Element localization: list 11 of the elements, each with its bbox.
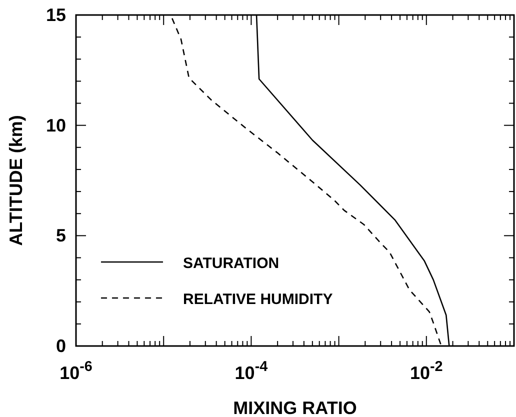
x-axis-title: MIXING RATIO — [233, 398, 357, 417]
y-tick-label: 15 — [46, 5, 66, 25]
legend-label: SATURATION — [183, 255, 280, 272]
x-tick-label: 10$^{-2}$ — [410, 359, 443, 383]
y-axis-title: ALTITUDE (km) — [6, 115, 26, 246]
legend-label: RELATIVE HUMIDITY — [183, 291, 333, 308]
y-tick-label: 10 — [46, 115, 66, 136]
y-tick-label: 5 — [56, 226, 66, 246]
x-tick-label: 10$^{-6}$ — [60, 359, 92, 383]
x-tick-label: 10$^{-4}$ — [234, 359, 268, 383]
y-tick-label: 0 — [56, 336, 66, 356]
